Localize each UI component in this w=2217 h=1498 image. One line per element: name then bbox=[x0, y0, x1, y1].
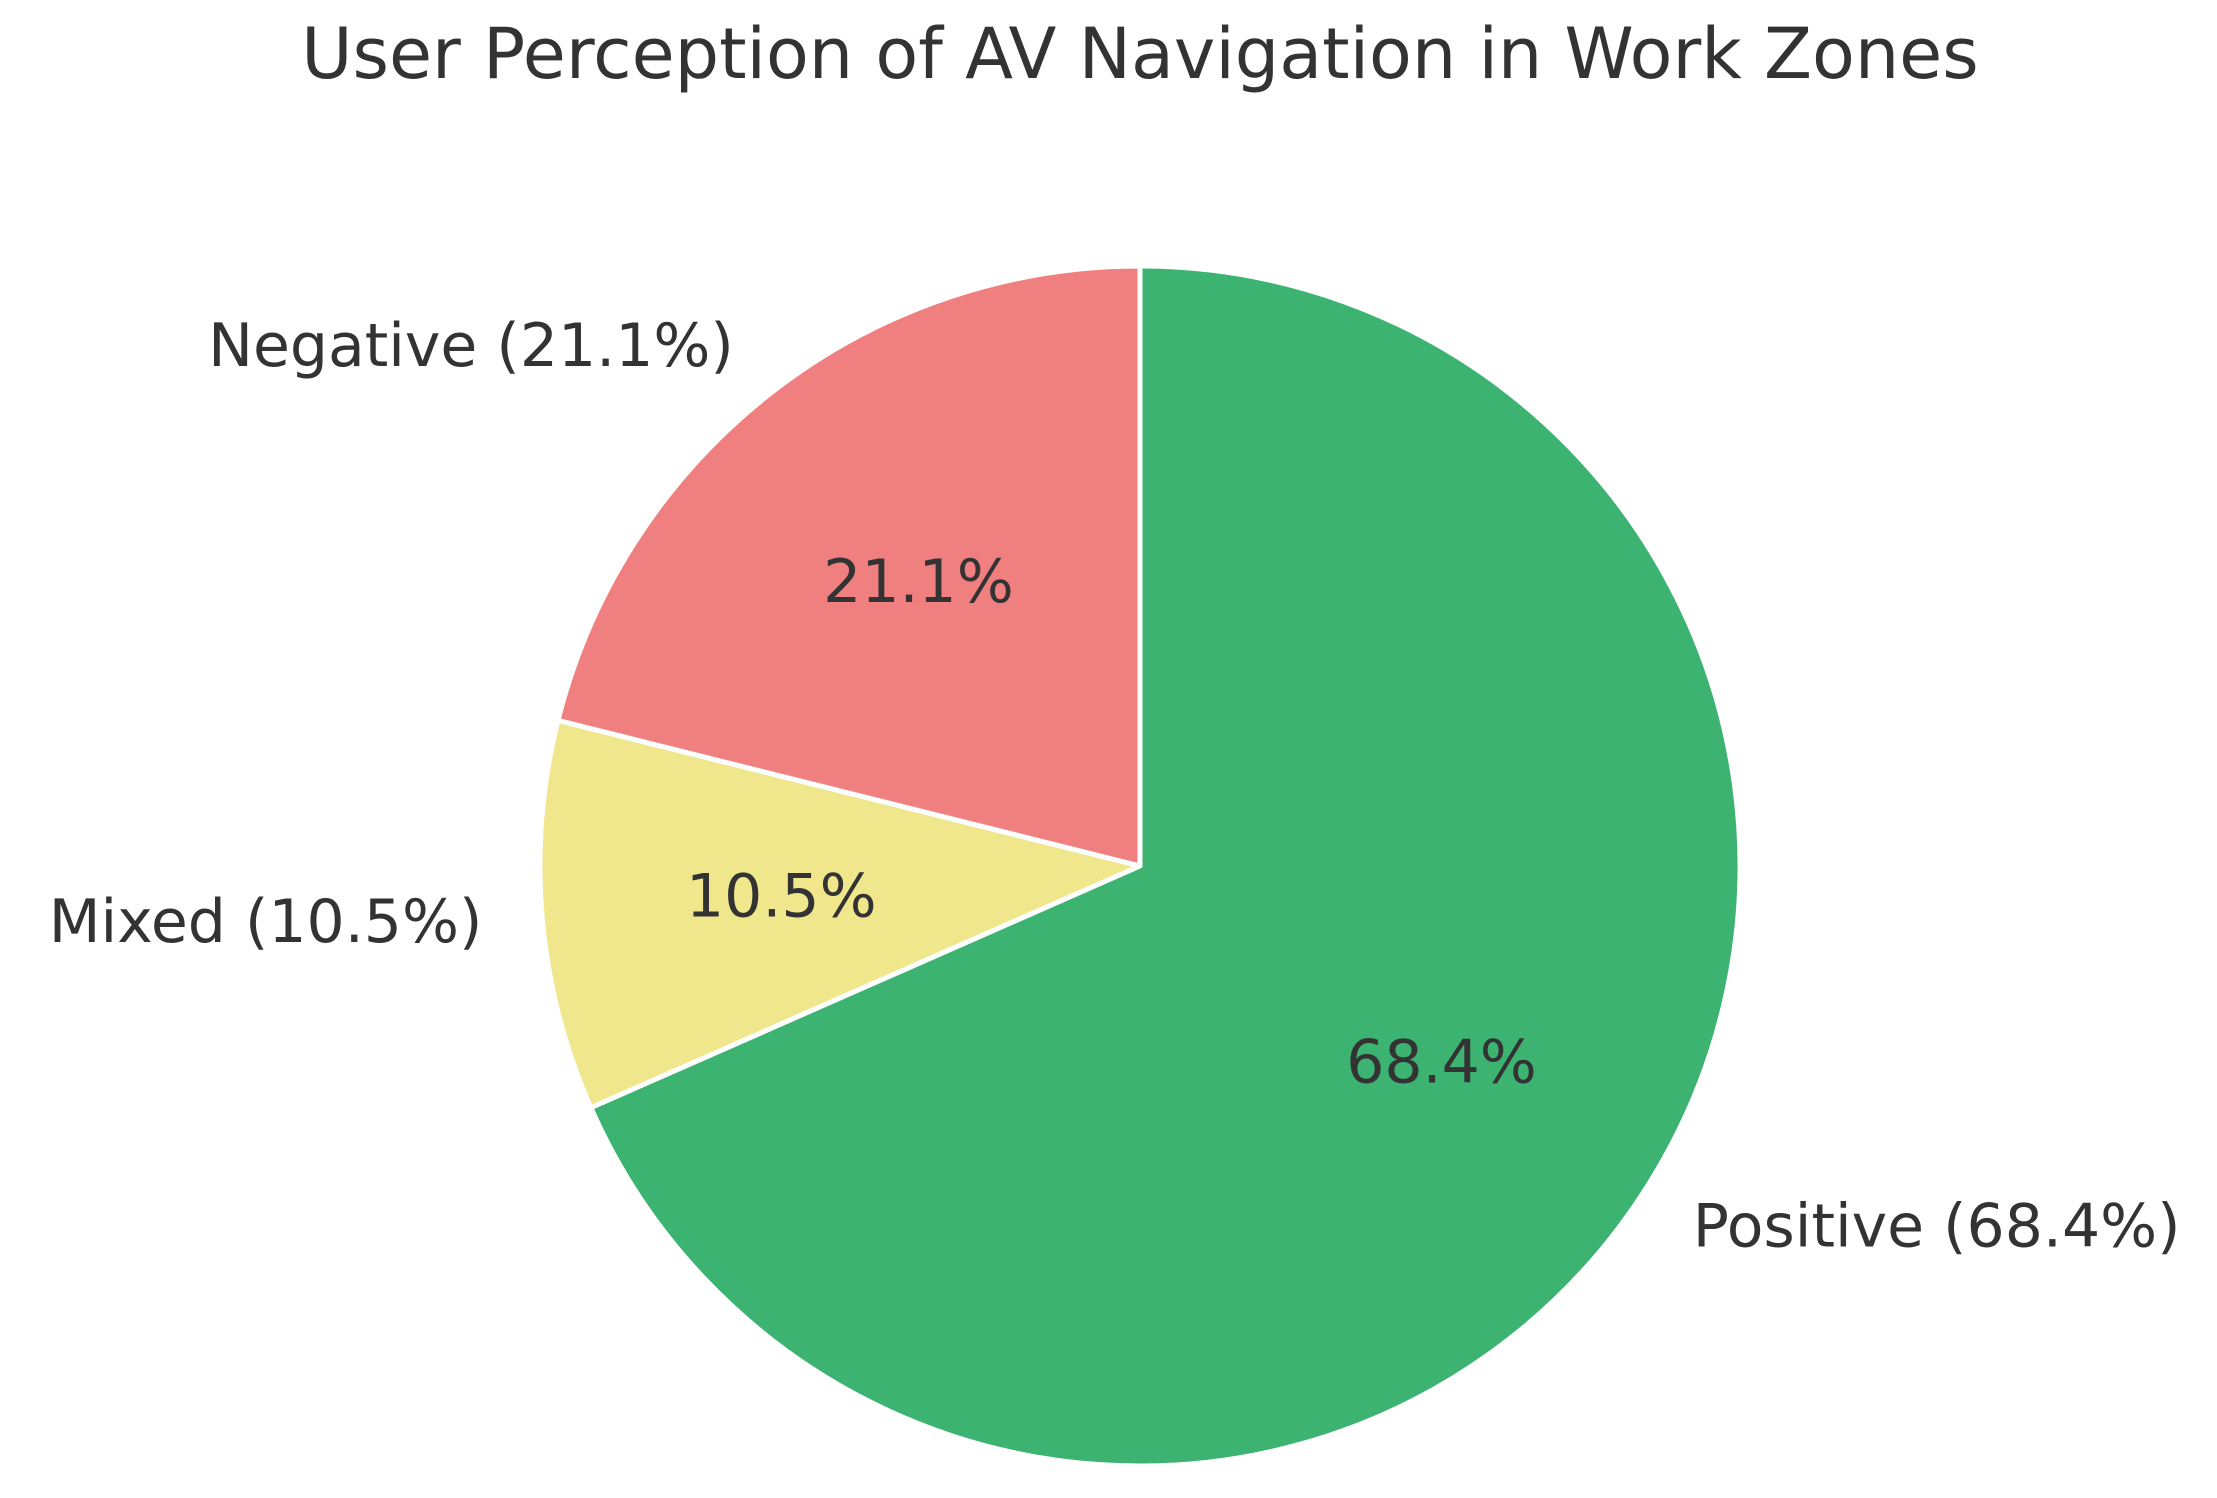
labels-layer: 21.1% Negative (21.1%) 10.5% Mixed (10.5%) 6… bbox=[49, 311, 2181, 1262]
pie-slice bbox=[588, 263, 1743, 1469]
pie-slice bbox=[555, 263, 1143, 869]
slice-category-label: Mixed (10.5%) bbox=[49, 887, 483, 957]
slice-percent-label: 68.4% bbox=[1346, 1028, 1537, 1098]
slice-percent-label: 21.1% bbox=[823, 547, 1014, 617]
slices-layer bbox=[537, 263, 1743, 1469]
slice-category-label: Negative (21.1%) bbox=[208, 311, 734, 381]
slice-category-label: Positive (68.4%) bbox=[1693, 1192, 2181, 1262]
chart-title: User Perception of AV Navigation in Work… bbox=[301, 13, 1978, 95]
pie-slice bbox=[537, 717, 1143, 1111]
slice-percent-label: 10.5% bbox=[686, 861, 877, 931]
